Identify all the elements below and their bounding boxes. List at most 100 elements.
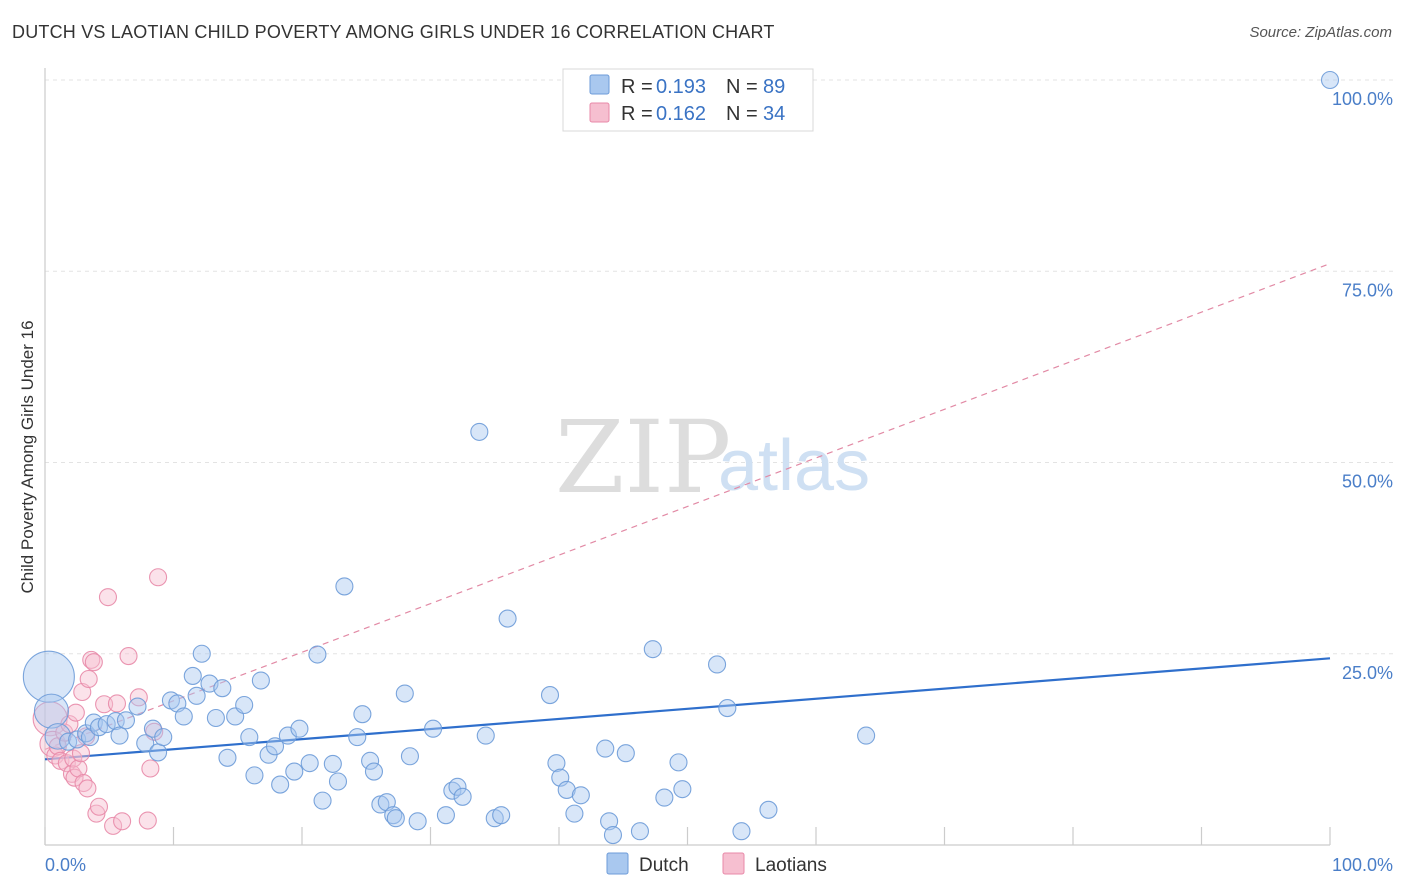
laotian-point-19 [82,650,101,669]
laotian-point-27 [113,812,132,831]
y-tick-label-1: 50.0% [1342,472,1393,492]
dutch-point-36 [278,726,297,745]
dutch-point-79 [669,753,688,772]
dutch-point-66 [540,686,560,705]
laotian-point-26 [107,694,127,713]
x-ticks [44,827,1331,845]
dutch-point-78 [655,788,674,807]
dutch-point-64 [492,806,511,825]
laotian-point-13 [71,744,91,763]
dutch-point-85 [857,726,876,745]
dutch-point-0 [22,650,75,703]
legend-swatch-laotian [589,102,610,123]
dutch-point-80 [673,780,692,799]
laotian-point-33 [149,568,168,587]
legend-dutch-n-value: 89 [763,76,785,98]
dutch-point-45 [348,728,367,747]
laotian-point-17 [78,779,97,798]
laotian-point-20 [84,653,103,672]
dutch-point-37 [285,762,304,781]
legend-laotian-n-label: N = [726,103,758,125]
dutch-point-57 [436,806,455,825]
dutch-point-69 [557,780,576,799]
dutch-point-10 [106,712,125,731]
dutch-point-29 [235,695,254,715]
dutch-point-42 [323,754,342,773]
dutch-point-76 [630,822,650,841]
laotian-point-10 [65,768,84,787]
laotian-point-25 [104,816,123,835]
dutch-point-38 [290,719,309,738]
dutch-point-71 [571,786,590,805]
dutch-point-27 [218,748,237,767]
dutch-point-54 [400,747,419,766]
dutch-point-84 [759,800,778,819]
dutch-point-11 [110,726,129,745]
y-tick-label-2: 75.0% [1342,280,1393,300]
dutch-point-48 [364,762,384,781]
laotian-point-18 [79,669,98,689]
dutch-point-2 [44,723,72,750]
dutch-point-83 [732,822,751,841]
legend-dutch-r-label: R = [621,76,653,98]
chart-title: DUTCH VS LAOTIAN CHILD POVERTY AMONG GIR… [12,22,775,42]
dutch-point-31 [245,766,264,785]
dutch-point-70 [565,804,584,823]
dutch-points [22,70,1340,845]
dutch-point-47 [361,751,380,770]
dutch-point-32 [251,671,270,690]
dutch-point-67 [547,754,566,773]
laotian-point-11 [66,703,85,722]
dutch-point-44 [335,577,354,596]
laotian-point-29 [129,688,148,707]
laotian-point-12 [69,759,88,778]
laotian-point-6 [57,754,76,773]
dutch-point-39 [300,754,319,773]
bottom-legend-dutch: Dutch [639,855,689,876]
y-tick-label-3: 100.0% [1332,89,1393,109]
laotian-point-31 [141,759,160,778]
dutch-point-13 [128,697,147,716]
dutch-point-14 [136,734,155,753]
dutch-point-35 [271,775,290,794]
dutch-point-40 [308,645,327,664]
source-credit: Source: ZipAtlas.com [1249,24,1392,41]
legend-dutch-r-value: 0.193 [656,76,706,98]
dutch-point-77 [643,640,662,659]
laotian-point-24 [98,588,118,607]
dutch-point-25 [206,708,225,728]
x-tick-label-0: 0.0% [45,855,86,875]
dutch-point-23 [192,644,211,663]
y-axis-title: Child Poverty Among Girls Under 16 [18,320,37,593]
bottom-legend-laotian: Laotians [755,855,827,876]
watermark-zip: ZIP [555,399,731,516]
dutch-point-82 [718,699,737,718]
dutch-point-74 [603,826,623,845]
y-tick-label-0: 25.0% [1342,663,1393,683]
dutch-point-30 [240,728,259,747]
dutch-point-20 [174,707,193,726]
y-tick-labels: 25.0% 50.0% 75.0% 100.0% [1332,89,1393,683]
dutch-point-51 [384,806,403,825]
x-tick-label-1: 100.0% [1332,855,1393,875]
laotian-point-22 [89,797,109,816]
legend-laotian-r-value: 0.162 [656,103,706,125]
legend-laotian-n-value: 34 [763,103,785,125]
dutch-trend-line [44,657,1331,761]
dutch-point-52 [386,809,405,828]
bottom-legend-swatch-laotian [722,852,745,875]
x-tick-labels: 0.0% 100.0% [45,855,1393,875]
bottom-legend: Dutch Laotians [606,852,827,876]
dutch-point-22 [187,686,206,705]
laotian-trend-line [44,263,1331,750]
dutch-point-26 [213,679,232,698]
dutch-point-6 [80,728,100,747]
dutch-point-72 [596,739,615,758]
legend-swatch-dutch [589,74,610,95]
dutch-point-41 [313,791,332,810]
watermark-atlas: atlas [718,426,870,506]
dutch-point-86 [1320,70,1340,90]
legend-dutch-n-label: N = [726,76,758,98]
dutch-point-21 [183,666,202,685]
dutch-point-17 [154,728,173,747]
